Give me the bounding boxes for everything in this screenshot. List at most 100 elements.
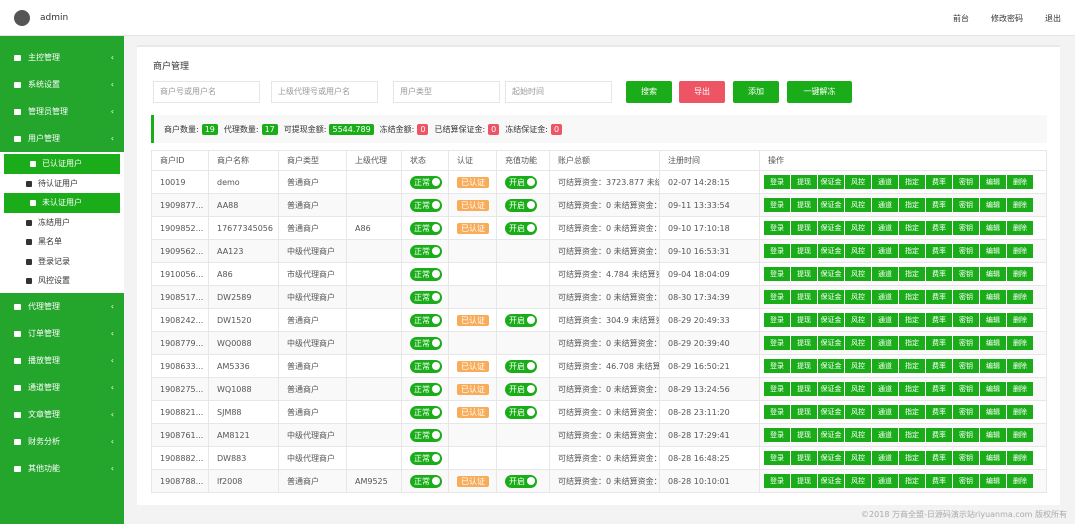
header-link[interactable]: 前台 xyxy=(953,14,969,23)
status-toggle[interactable]: 正常 xyxy=(410,244,442,258)
action-button[interactable]: 密钥 xyxy=(953,313,979,327)
recharge-toggle[interactable]: 开启 xyxy=(505,474,537,488)
menu-item[interactable]: 订单管理 xyxy=(0,320,124,347)
action-button[interactable]: 指定 xyxy=(899,290,925,304)
action-button[interactable]: 保证金 xyxy=(818,336,844,350)
action-button[interactable]: 风控 xyxy=(845,244,871,258)
action-button[interactable]: 删除 xyxy=(1007,336,1033,350)
action-button[interactable]: 删除 xyxy=(1007,267,1033,281)
action-button[interactable]: 指定 xyxy=(899,313,925,327)
action-button[interactable]: 费率 xyxy=(926,474,952,488)
action-button[interactable]: 保证金 xyxy=(818,290,844,304)
menu-item[interactable]: 文章管理 xyxy=(0,401,124,428)
action-button[interactable]: 通道 xyxy=(872,175,898,189)
action-button[interactable]: 密钥 xyxy=(953,244,979,258)
submenu-item[interactable]: 黑名单 xyxy=(0,232,124,252)
action-button[interactable]: 删除 xyxy=(1007,244,1033,258)
action-button[interactable]: 风控 xyxy=(845,451,871,465)
submenu-item[interactable]: 已认证用户 xyxy=(4,154,120,174)
header-link[interactable]: 退出 xyxy=(1045,14,1061,23)
action-button[interactable]: 通道 xyxy=(872,336,898,350)
action-button[interactable]: 登录 xyxy=(764,474,790,488)
input[interactable]: 上级代理号或用户名 xyxy=(271,81,378,103)
action-button[interactable]: 风控 xyxy=(845,221,871,235)
action-button[interactable]: 保证金 xyxy=(818,451,844,465)
action-button[interactable]: 费率 xyxy=(926,175,952,189)
button[interactable]: 搜索 xyxy=(626,81,672,103)
action-button[interactable]: 提现 xyxy=(791,382,817,396)
action-button[interactable]: 通道 xyxy=(872,313,898,327)
action-button[interactable]: 密钥 xyxy=(953,451,979,465)
action-button[interactable]: 编辑 xyxy=(980,405,1006,419)
action-button[interactable]: 通道 xyxy=(872,451,898,465)
action-button[interactable]: 登录 xyxy=(764,382,790,396)
menu-item[interactable]: 管理员管理 xyxy=(0,98,124,125)
action-button[interactable]: 指定 xyxy=(899,198,925,212)
action-button[interactable]: 通道 xyxy=(872,428,898,442)
status-toggle[interactable]: 正常 xyxy=(410,198,442,212)
action-button[interactable]: 保证金 xyxy=(818,313,844,327)
action-button[interactable]: 风控 xyxy=(845,313,871,327)
status-toggle[interactable]: 正常 xyxy=(410,290,442,304)
recharge-toggle[interactable]: 开启 xyxy=(505,175,537,189)
action-button[interactable]: 编辑 xyxy=(980,428,1006,442)
action-button[interactable]: 编辑 xyxy=(980,198,1006,212)
action-button[interactable]: 保证金 xyxy=(818,474,844,488)
action-button[interactable]: 保证金 xyxy=(818,221,844,235)
submenu-item[interactable]: 未认证用户 xyxy=(4,193,120,213)
action-button[interactable]: 提现 xyxy=(791,313,817,327)
action-button[interactable]: 密钥 xyxy=(953,175,979,189)
action-button[interactable]: 提现 xyxy=(791,474,817,488)
action-button[interactable]: 费率 xyxy=(926,267,952,281)
action-button[interactable]: 指定 xyxy=(899,221,925,235)
recharge-toggle[interactable]: 开启 xyxy=(505,359,537,373)
recharge-toggle[interactable]: 开启 xyxy=(505,313,537,327)
action-button[interactable]: 提现 xyxy=(791,221,817,235)
action-button[interactable]: 通道 xyxy=(872,267,898,281)
recharge-toggle[interactable]: 开启 xyxy=(505,382,537,396)
action-button[interactable]: 删除 xyxy=(1007,221,1033,235)
action-button[interactable]: 删除 xyxy=(1007,198,1033,212)
action-button[interactable]: 通道 xyxy=(872,244,898,258)
action-button[interactable]: 风控 xyxy=(845,405,871,419)
button[interactable]: 导出 xyxy=(679,81,725,103)
action-button[interactable]: 密钥 xyxy=(953,405,979,419)
status-toggle[interactable]: 正常 xyxy=(410,474,442,488)
submenu-item[interactable]: 登录记录 xyxy=(0,252,124,272)
action-button[interactable]: 登录 xyxy=(764,313,790,327)
status-toggle[interactable]: 正常 xyxy=(410,451,442,465)
action-button[interactable]: 密钥 xyxy=(953,359,979,373)
action-button[interactable]: 风控 xyxy=(845,382,871,396)
status-toggle[interactable]: 正常 xyxy=(410,221,442,235)
action-button[interactable]: 通道 xyxy=(872,359,898,373)
select[interactable]: 用户类型 xyxy=(393,81,500,103)
action-button[interactable]: 费率 xyxy=(926,198,952,212)
action-button[interactable]: 删除 xyxy=(1007,382,1033,396)
recharge-toggle[interactable]: 开启 xyxy=(505,405,537,419)
menu-item[interactable]: 通道管理 xyxy=(0,374,124,401)
action-button[interactable]: 通道 xyxy=(872,221,898,235)
action-button[interactable]: 登录 xyxy=(764,428,790,442)
action-button[interactable]: 费率 xyxy=(926,359,952,373)
status-toggle[interactable]: 正常 xyxy=(410,428,442,442)
action-button[interactable]: 密钥 xyxy=(953,336,979,350)
action-button[interactable]: 登录 xyxy=(764,290,790,304)
action-button[interactable]: 密钥 xyxy=(953,290,979,304)
action-button[interactable]: 密钥 xyxy=(953,428,979,442)
action-button[interactable]: 登录 xyxy=(764,221,790,235)
action-button[interactable]: 费率 xyxy=(926,290,952,304)
submenu-item[interactable]: 风控设置 xyxy=(0,271,124,291)
action-button[interactable]: 编辑 xyxy=(980,336,1006,350)
action-button[interactable]: 编辑 xyxy=(980,175,1006,189)
menu-item[interactable]: 主控管理 xyxy=(0,44,124,71)
status-toggle[interactable]: 正常 xyxy=(410,336,442,350)
status-toggle[interactable]: 正常 xyxy=(410,405,442,419)
action-button[interactable]: 删除 xyxy=(1007,474,1033,488)
action-button[interactable]: 密钥 xyxy=(953,267,979,281)
action-button[interactable]: 提现 xyxy=(791,428,817,442)
action-button[interactable]: 密钥 xyxy=(953,198,979,212)
button[interactable]: 添加 xyxy=(733,81,779,103)
status-toggle[interactable]: 正常 xyxy=(410,382,442,396)
action-button[interactable]: 指定 xyxy=(899,405,925,419)
action-button[interactable]: 费率 xyxy=(926,451,952,465)
